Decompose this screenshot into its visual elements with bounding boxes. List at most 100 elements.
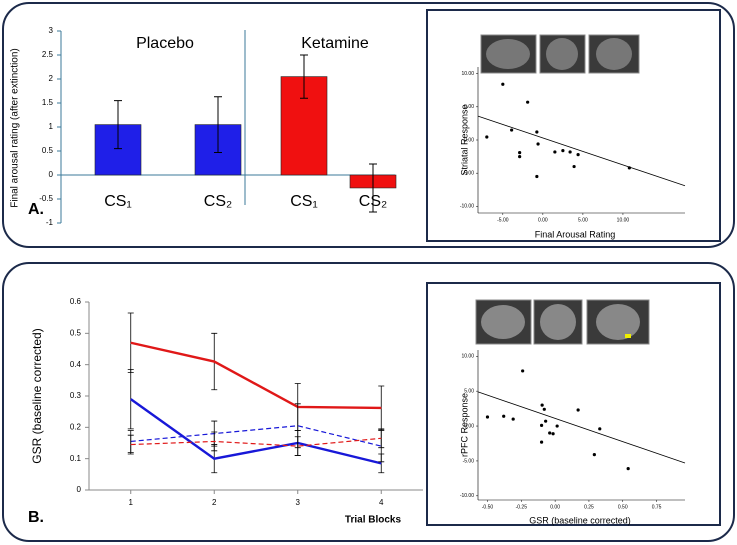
- point: [561, 149, 565, 153]
- y-tick-label: 5.00: [464, 104, 474, 110]
- error-bar: [300, 54, 308, 99]
- x-tick-label: 0.25: [584, 504, 594, 510]
- y-tick-label: 10.00: [461, 354, 474, 360]
- point: [510, 128, 514, 132]
- x-tick-label: CS₁: [104, 193, 132, 210]
- group-label: Ketamine: [301, 35, 369, 52]
- y-axis-label: rPFC Response: [459, 393, 469, 457]
- y-tick-label: 0.00: [464, 137, 474, 143]
- y-tick-label: -10.00: [460, 493, 474, 499]
- x-axis-label: Trial Blocks: [345, 515, 402, 526]
- x-tick-label: CS₁: [290, 193, 318, 210]
- error-bar: [214, 96, 222, 153]
- group-label: Placebo: [136, 35, 194, 52]
- point: [536, 142, 540, 146]
- x-tick-label: 0.00: [538, 217, 548, 223]
- y-tick-label: 0.5: [70, 328, 82, 337]
- point: [535, 130, 539, 134]
- y-tick-label: 1.5: [42, 98, 54, 107]
- y-tick-label: 0.00: [464, 423, 474, 429]
- point: [576, 408, 580, 412]
- point: [501, 82, 505, 86]
- brain-images-a: [480, 34, 640, 74]
- brain-images-b: [475, 299, 650, 345]
- x-tick-label: 0.75: [652, 504, 662, 510]
- fit-line: [477, 391, 686, 464]
- y-tick-label: 1: [49, 122, 54, 131]
- y-tick-label: -1: [46, 218, 54, 227]
- error-bar: [369, 163, 377, 213]
- y-tick-label: 5.00: [464, 388, 474, 394]
- y-axis-label: GSR (baseline corrected): [30, 328, 44, 463]
- point: [539, 440, 544, 444]
- y-tick-label: 0.4: [70, 360, 82, 369]
- y-tick-label: 0.6: [70, 297, 82, 306]
- error-bar: [294, 436, 301, 456]
- point: [526, 100, 530, 104]
- y-tick-label: 3: [49, 26, 54, 35]
- point: [551, 432, 555, 436]
- point: [572, 164, 576, 169]
- point: [626, 467, 630, 471]
- y-tick-label: 10.00: [461, 71, 474, 77]
- point: [540, 403, 544, 407]
- fit-line: [477, 115, 686, 187]
- panel-label: B.: [28, 509, 44, 526]
- x-tick-label: 1: [129, 498, 134, 507]
- point: [502, 414, 506, 418]
- point: [576, 153, 580, 157]
- y-tick-label: -0.5: [39, 194, 53, 203]
- y-tick-label: 2.5: [42, 50, 54, 59]
- error-bar: [127, 434, 134, 455]
- point: [521, 369, 525, 373]
- x-tick-label: -5.00: [497, 217, 509, 223]
- point: [555, 424, 559, 428]
- y-tick-label: 0.5: [42, 146, 54, 155]
- x-tick-label: -0.25: [516, 504, 528, 510]
- y-axis-label: Striatal Response: [459, 104, 469, 175]
- point: [518, 154, 522, 159]
- series-line: [130, 341, 382, 410]
- series-line: [130, 398, 382, 465]
- y-tick-label: 2: [49, 74, 54, 83]
- y-tick-label: -5.00: [463, 171, 475, 177]
- x-axis-label: Final Arousal Rating: [535, 229, 616, 239]
- point: [553, 150, 557, 154]
- x-tick-label: -0.50: [482, 504, 494, 510]
- y-axis-label: Final arousal rating (after extinction): [10, 48, 21, 208]
- point: [511, 417, 515, 421]
- point: [627, 166, 631, 170]
- point: [548, 431, 552, 435]
- x-tick-label: 10.00: [617, 217, 630, 223]
- scatter-b-frame: [426, 282, 721, 526]
- x-tick-label: CS₂: [204, 193, 232, 210]
- y-tick-label: 0: [77, 485, 82, 494]
- point: [592, 453, 596, 457]
- x-axis-label: GSR (baseline corrected): [529, 515, 631, 525]
- point: [518, 151, 522, 155]
- x-tick-label: 4: [379, 498, 384, 507]
- x-tick-label: 2: [212, 498, 217, 507]
- point: [539, 423, 544, 427]
- x-tick-label: 5.00: [578, 217, 588, 223]
- x-tick-label: 3: [296, 498, 301, 507]
- x-tick-label: 0.00: [550, 504, 560, 510]
- panel-a-frame: [2, 2, 735, 248]
- y-tick-label: 0.3: [70, 391, 82, 400]
- panel-b-frame: [2, 262, 735, 542]
- series-line: [130, 437, 382, 447]
- point: [568, 150, 572, 154]
- y-tick-label: -10.00: [460, 204, 474, 210]
- x-tick-label: CS₂: [359, 193, 387, 210]
- error-bar: [114, 100, 122, 150]
- y-tick-label: 0.1: [70, 454, 82, 463]
- y-tick-label: 0: [49, 170, 54, 179]
- y-tick-label: 0.2: [70, 422, 82, 431]
- point: [598, 427, 602, 431]
- point: [485, 135, 489, 139]
- point: [535, 174, 539, 179]
- point: [485, 415, 490, 419]
- scatter-a-frame: [426, 9, 721, 242]
- point: [542, 407, 546, 411]
- series-line: [130, 425, 382, 447]
